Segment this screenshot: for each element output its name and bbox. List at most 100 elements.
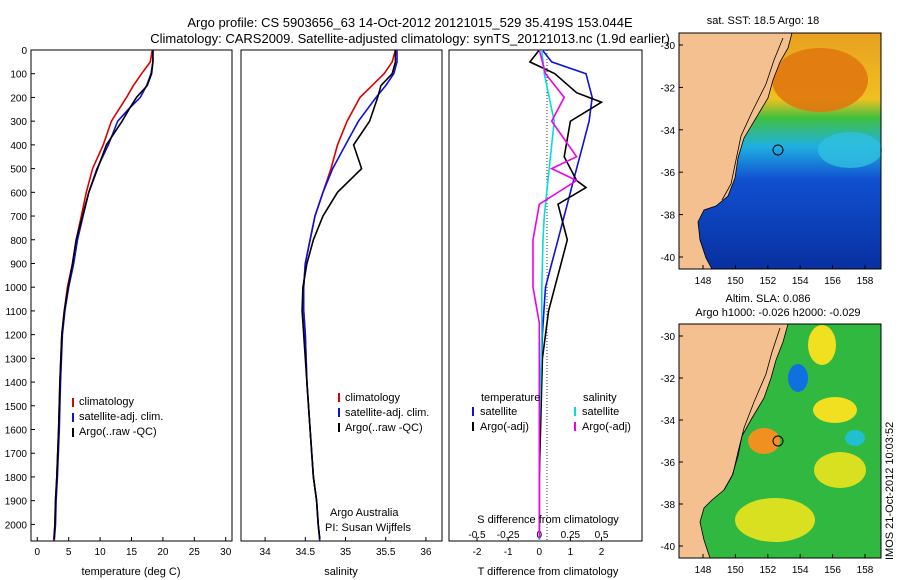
depth-tick-label: 500 [10, 165, 27, 176]
depth-tick-label: 1400 [5, 378, 28, 389]
legend-label-s-argo: Argo(-adj) [582, 421, 631, 433]
x-tick-label: 10 [95, 547, 107, 558]
sla-high-3 [748, 428, 780, 454]
lat-tick-label: -36 [661, 458, 676, 469]
lat-tick-label: -30 [661, 41, 676, 52]
x-tick-label: 34 [260, 547, 272, 558]
salinity-panel: 34 34.5 35 35.5 36 salinity climatology sate… [240, 49, 443, 578]
sla-argo-marker [772, 435, 784, 447]
salinity-series [301, 50, 398, 541]
depth-tick-label: 1100 [5, 307, 27, 318]
depth-tick-label: 800 [10, 236, 27, 247]
depth-tick-label: 900 [10, 259, 27, 270]
temperature-x-axis: 0 5 10 15 20 25 30 [35, 537, 232, 558]
depth-tick-label: 1900 [5, 497, 28, 508]
legend-label-climatology: climatology [345, 392, 401, 404]
depth-tick-label: 1500 [5, 402, 28, 413]
x-tick-label: 1 [568, 547, 574, 558]
depth-tick-label: 300 [10, 117, 27, 128]
lon-tick-label: 154 [792, 565, 809, 576]
legend-label-s-satellite: satellite [582, 406, 619, 418]
series-salinity-argo-adj- [532, 50, 579, 539]
series-salinity-satellite [538, 50, 556, 541]
depth-tick-label: 600 [10, 188, 27, 199]
lat-tick-label: -40 [661, 542, 676, 553]
difference-panel: -2 -1 0 1 2 -0.5 -0.25 0 0.25 0.5 S difference f… [448, 49, 643, 578]
lon-tick-label: 148 [695, 276, 712, 287]
lat-tick-label: -38 [661, 500, 676, 511]
series-argo-raw-qc- [53, 50, 154, 539]
sst-argo-marker [772, 144, 784, 156]
legend-label-t-satellite: satellite [480, 406, 517, 418]
x-tick-label: 20 [157, 547, 169, 558]
x-tick-label: 5 [66, 547, 72, 558]
difference-legend: temperature salinity satellite Argo(-adj… [472, 392, 631, 433]
sla-map-axes: -30 -32 -34 -36 -38 -40 148 150 152 154 156 158 [661, 332, 874, 576]
legend-label-satellite-adj: satellite-adj. clim. [345, 407, 429, 419]
s-difference-label: S difference from climatology [477, 514, 619, 526]
depth-tick-label: 200 [10, 93, 27, 104]
sst-map-frame [678, 32, 882, 270]
x-tick-label: 25 [189, 547, 201, 558]
lon-tick-label: 150 [727, 276, 744, 287]
lat-tick-label: -36 [661, 168, 676, 179]
difference-series [528, 50, 604, 541]
s-diff-tick-label: -0.5 [468, 530, 486, 541]
t-difference-label: T difference from climatology [478, 566, 619, 578]
legend-label-satellite-adj: satellite-adj. clim. [79, 411, 163, 423]
depth-tick-label: 1200 [5, 331, 28, 342]
lat-tick-label: -32 [661, 83, 676, 94]
lat-tick-label: -34 [661, 416, 676, 427]
lon-tick-label: 152 [759, 565, 776, 576]
annotation-pi: PI: Susan Wijffels [325, 522, 411, 534]
salinity-x-axis: 34 34.5 35 35.5 36 [260, 537, 432, 558]
sst-map-title: sat. SST: 18.5 Argo: 18 [707, 15, 820, 27]
legend-group-salinity: salinity [583, 392, 617, 404]
x-tick-label: 2 [599, 547, 605, 558]
x-tick-label: 0 [35, 547, 41, 558]
depth-tick-label: 400 [10, 141, 27, 152]
legend-group-temperature: temperature [481, 392, 540, 404]
depth-tick-label: 700 [10, 212, 27, 223]
lat-tick-label: -32 [661, 374, 676, 385]
temperature-axes [30, 49, 233, 542]
series-temperature-argo-adj- [528, 50, 604, 539]
lon-tick-label: 150 [727, 565, 744, 576]
depth-tick-label: 1700 [5, 449, 28, 460]
x-tick-label: -1 [504, 547, 513, 558]
difference-x-axis: -2 -1 0 1 2 [473, 537, 605, 558]
depth-tick-label: 1000 [5, 283, 28, 294]
temperature-xlabel: temperature (deg C) [81, 566, 180, 578]
sst-warm-core [772, 48, 868, 112]
sst-bathymetry-contour [721, 37, 784, 201]
x-tick-label: 34.5 [296, 547, 316, 558]
annotation-argo-australia: Argo Australia [330, 507, 399, 519]
x-tick-label: 36 [420, 547, 432, 558]
x-tick-label: -2 [473, 547, 482, 558]
depth-tick-label: 100 [10, 70, 27, 81]
lon-tick-label: 156 [824, 276, 841, 287]
depth-tick-label: 1600 [5, 426, 28, 437]
sst-cool-patch [818, 132, 882, 168]
lat-tick-label: -34 [661, 126, 676, 137]
sla-high-1 [808, 325, 836, 365]
x-tick-label: 0 [536, 547, 542, 558]
depth-tick-label: 1300 [5, 354, 28, 365]
legend-label-t-argo: Argo(-adj) [480, 421, 529, 433]
s-diff-tick-label: 0.25 [561, 530, 581, 541]
sst-map-axes: -30 -32 -34 -36 -38 -40 148 150 152 154 156 158 [661, 41, 874, 287]
sla-low-1 [788, 364, 808, 392]
title-line2: Climatology: CARS2009. Satellite-adjuste… [150, 31, 670, 46]
lon-tick-label: 152 [759, 276, 776, 287]
sla-bathymetry-contour [723, 327, 781, 491]
lon-tick-label: 154 [792, 276, 809, 287]
lat-tick-label: -30 [661, 332, 676, 343]
x-tick-label: 15 [126, 547, 138, 558]
depth-tick-label: 0 [21, 46, 27, 57]
sst-land [678, 32, 793, 270]
x-tick-label: 30 [220, 547, 232, 558]
lon-tick-label: 156 [824, 565, 841, 576]
salinity-xlabel: salinity [324, 566, 358, 578]
s-diff-tick-label: 0.5 [595, 530, 609, 541]
